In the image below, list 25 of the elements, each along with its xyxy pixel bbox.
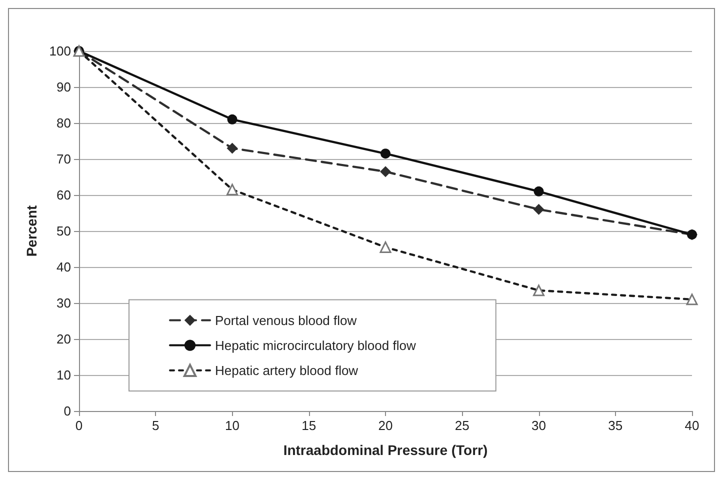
x-tick-label: 15 (302, 418, 316, 433)
x-tick-label: 35 (608, 418, 623, 433)
legend-label: Hepatic artery blood flow (215, 362, 359, 378)
y-tick-label: 40 (56, 260, 71, 274)
y-axis-title: Percent (23, 204, 40, 257)
y-tick-label: 100 (49, 44, 71, 58)
x-tick-label: 0 (75, 418, 83, 433)
y-tick-label: 10 (56, 368, 71, 382)
x-tick-label: 25 (454, 418, 470, 433)
y-tick-label: 30 (56, 296, 71, 310)
x-tick-label: 20 (378, 418, 393, 433)
legend-label: Hepatic microcirculatory blood flow (215, 338, 416, 353)
y-tick-label: 70 (56, 152, 71, 166)
y-tick-label: 90 (56, 80, 71, 94)
x-tick-label: 40 (684, 418, 700, 433)
x-axis-title: Intraabdominal Pressure (Torr) (283, 442, 488, 458)
y-tick-label: 0 (64, 404, 71, 418)
y-tick-label: 80 (56, 116, 71, 130)
x-tick-label: 10 (225, 418, 240, 433)
x-tick-label: 5 (152, 418, 160, 433)
y-tick-label: 50 (56, 224, 71, 238)
x-tick-label: 30 (532, 418, 546, 433)
y-tick-label: 60 (56, 188, 71, 202)
legend-label: Portal venous blood flow (215, 312, 358, 328)
y-tick-label: 20 (56, 332, 71, 346)
